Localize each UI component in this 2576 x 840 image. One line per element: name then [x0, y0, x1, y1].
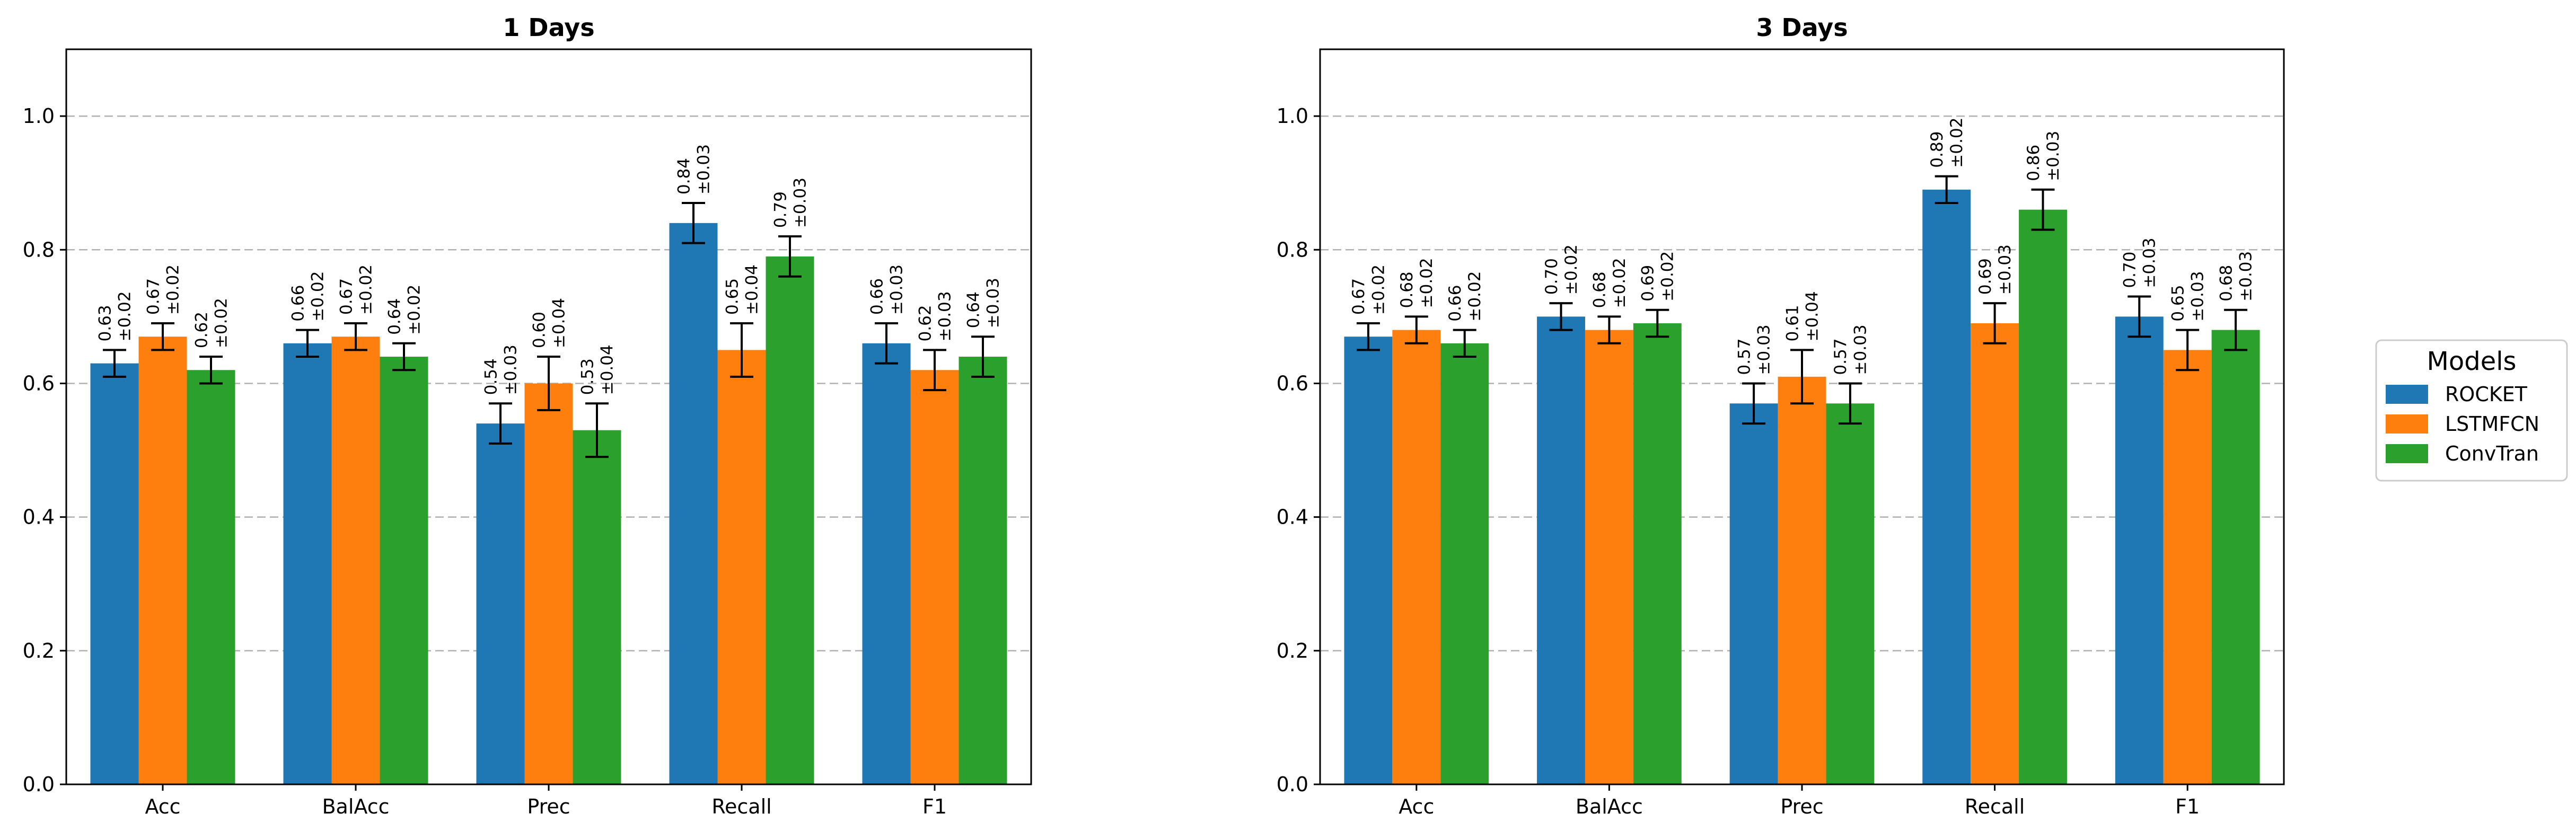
data-label: 0.67±0.02 — [1349, 264, 1388, 315]
bar-convtran-prec — [573, 430, 621, 784]
chart-title: 1 Days — [503, 13, 594, 42]
data-label: 0.66±0.02 — [288, 271, 327, 322]
bar-lstmfcn-acc — [1392, 330, 1441, 784]
x-tick-label: Prec — [527, 795, 570, 818]
bar-convtran-acc — [187, 370, 235, 784]
chart-panel-1-days: 0.63±0.02 0.66±0.02 0.54±0.03 0.84±0.03 0.66… — [23, 13, 1032, 818]
bar-lstmfcn-recall — [1971, 323, 2019, 784]
y-tick-label: 0.6 — [1277, 372, 1308, 395]
x-tick-label: Prec — [1780, 795, 1823, 818]
legend-swatch-convtran — [2386, 444, 2428, 463]
data-label: 0.60±0.04 — [530, 298, 568, 348]
data-label: 0.68±0.02 — [1590, 258, 1629, 308]
y-tick-label: 0.8 — [1277, 238, 1308, 261]
bar-lstmfcn-balacc — [1585, 330, 1633, 784]
bar-lstmfcn-f1 — [910, 370, 959, 784]
bar-rocket-recall — [669, 223, 718, 784]
data-label: 0.79±0.03 — [771, 178, 810, 228]
bar-lstmfcn-prec — [524, 383, 573, 784]
data-label: 0.57±0.03 — [1735, 324, 1773, 375]
data-label: 0.69±0.02 — [1639, 251, 1677, 302]
data-label: 0.68±0.02 — [1397, 258, 1436, 308]
data-label: 0.53±0.04 — [578, 344, 617, 395]
data-label: 0.68±0.03 — [2217, 251, 2255, 302]
bar-convtran-prec — [1826, 403, 1875, 784]
data-label: 0.63±0.02 — [95, 291, 134, 341]
bar-rocket-f1 — [2115, 316, 2164, 784]
data-label: 0.65±0.04 — [723, 264, 761, 315]
chart-title: 3 Days — [1756, 13, 1848, 42]
bar-rocket-f1 — [862, 343, 911, 784]
bar-convtran-balacc — [380, 357, 428, 784]
legend-label-lstmfcn: LSTMFCN — [2445, 412, 2539, 436]
y-tick-label: 0.2 — [23, 639, 55, 662]
bar-rocket-acc — [1344, 337, 1393, 784]
data-label: 0.54±0.03 — [481, 344, 520, 395]
y-tick-label: 1.0 — [1277, 104, 1308, 128]
bar-convtran-f1 — [2211, 330, 2260, 784]
bar-rocket-acc — [90, 363, 139, 784]
bar-convtran-acc — [1440, 343, 1489, 784]
legend-swatch-rocket — [2386, 385, 2428, 404]
data-label: 0.62±0.02 — [192, 298, 231, 348]
data-label: 0.66±0.02 — [1446, 271, 1484, 322]
bar-lstmfcn-recall — [717, 350, 766, 784]
x-tick-label: Acc — [1399, 795, 1434, 818]
bar-convtran-f1 — [959, 357, 1007, 784]
x-tick-label: F1 — [922, 795, 947, 818]
x-tick-label: Recall — [1965, 795, 2025, 818]
bar-lstmfcn-prec — [1778, 376, 1826, 784]
legend-label-convtran: ConvTran — [2445, 442, 2539, 465]
data-label: 0.64±0.02 — [385, 285, 424, 335]
bar-rocket-balacc — [1537, 316, 1585, 784]
x-tick-label: Acc — [145, 795, 180, 818]
data-label: 0.89±0.02 — [1928, 118, 1966, 168]
x-tick-label: BalAcc — [1576, 795, 1643, 818]
y-tick-label: 0.2 — [1277, 639, 1308, 662]
data-label: 0.61±0.04 — [1783, 291, 1822, 341]
bar-rocket-balacc — [283, 343, 332, 784]
data-label: 0.67±0.02 — [144, 264, 182, 315]
y-tick-label: 0.4 — [1277, 506, 1308, 529]
data-label: 0.84±0.03 — [674, 144, 713, 194]
data-label: 0.65±0.03 — [2168, 271, 2207, 322]
legend-title: Models — [2426, 347, 2516, 376]
y-tick-label: 0.4 — [23, 506, 55, 529]
data-label: 0.70±0.03 — [2121, 238, 2159, 288]
bar-convtran-recall — [766, 256, 814, 784]
y-tick-label: 1.0 — [23, 104, 55, 128]
legend-swatch-lstmfcn — [2386, 414, 2428, 434]
data-label: 0.86±0.03 — [2024, 131, 2063, 181]
bar-lstmfcn-acc — [138, 337, 187, 784]
legend: Models ROCKET LSTMFCN ConvTran — [2375, 339, 2568, 482]
bar-lstmfcn-balacc — [331, 337, 380, 784]
chart-panel-3-days: 0.67±0.02 0.70±0.02 0.57±0.03 0.89±0.02 0.70… — [1277, 13, 2285, 818]
y-tick-label: 0.6 — [23, 372, 55, 395]
data-label: 0.69±0.03 — [1976, 244, 2015, 295]
data-label: 0.57±0.03 — [1831, 324, 1870, 375]
y-tick-label: 0.0 — [1277, 773, 1308, 796]
legend-label-rocket: ROCKET — [2445, 383, 2528, 406]
x-tick-label: BalAcc — [322, 795, 389, 818]
bar-lstmfcn-f1 — [2163, 350, 2212, 784]
y-tick-label: 0.8 — [23, 238, 55, 261]
bar-rocket-prec — [476, 423, 525, 784]
x-tick-label: F1 — [2175, 795, 2200, 818]
data-label: 0.66±0.03 — [867, 264, 906, 315]
data-label: 0.64±0.03 — [964, 278, 1003, 328]
x-tick-label: Recall — [711, 795, 771, 818]
bar-rocket-prec — [1729, 403, 1778, 784]
data-label: 0.62±0.03 — [916, 291, 954, 341]
bar-convtran-balacc — [1633, 323, 1682, 784]
bar-rocket-recall — [1922, 189, 1971, 785]
data-label: 0.67±0.02 — [337, 264, 375, 315]
data-label: 0.70±0.02 — [1542, 244, 1581, 295]
bar-convtran-recall — [2019, 209, 2067, 785]
y-tick-label: 0.0 — [23, 773, 55, 796]
